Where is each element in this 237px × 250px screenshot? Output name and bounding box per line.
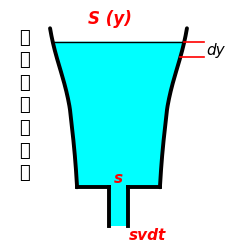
Text: 任: 任	[19, 28, 30, 46]
Polygon shape	[53, 42, 184, 188]
Text: の: の	[19, 118, 30, 136]
Text: の: の	[19, 74, 30, 92]
Text: s: s	[114, 170, 123, 185]
Text: 形: 形	[19, 96, 30, 114]
Text: dy: dy	[206, 42, 224, 58]
Text: 器: 器	[19, 164, 30, 182]
Polygon shape	[109, 188, 128, 226]
Text: 意: 意	[19, 51, 30, 69]
Text: svdt: svdt	[129, 228, 167, 242]
Text: S (y): S (y)	[87, 10, 132, 28]
Text: 容: 容	[19, 141, 30, 159]
